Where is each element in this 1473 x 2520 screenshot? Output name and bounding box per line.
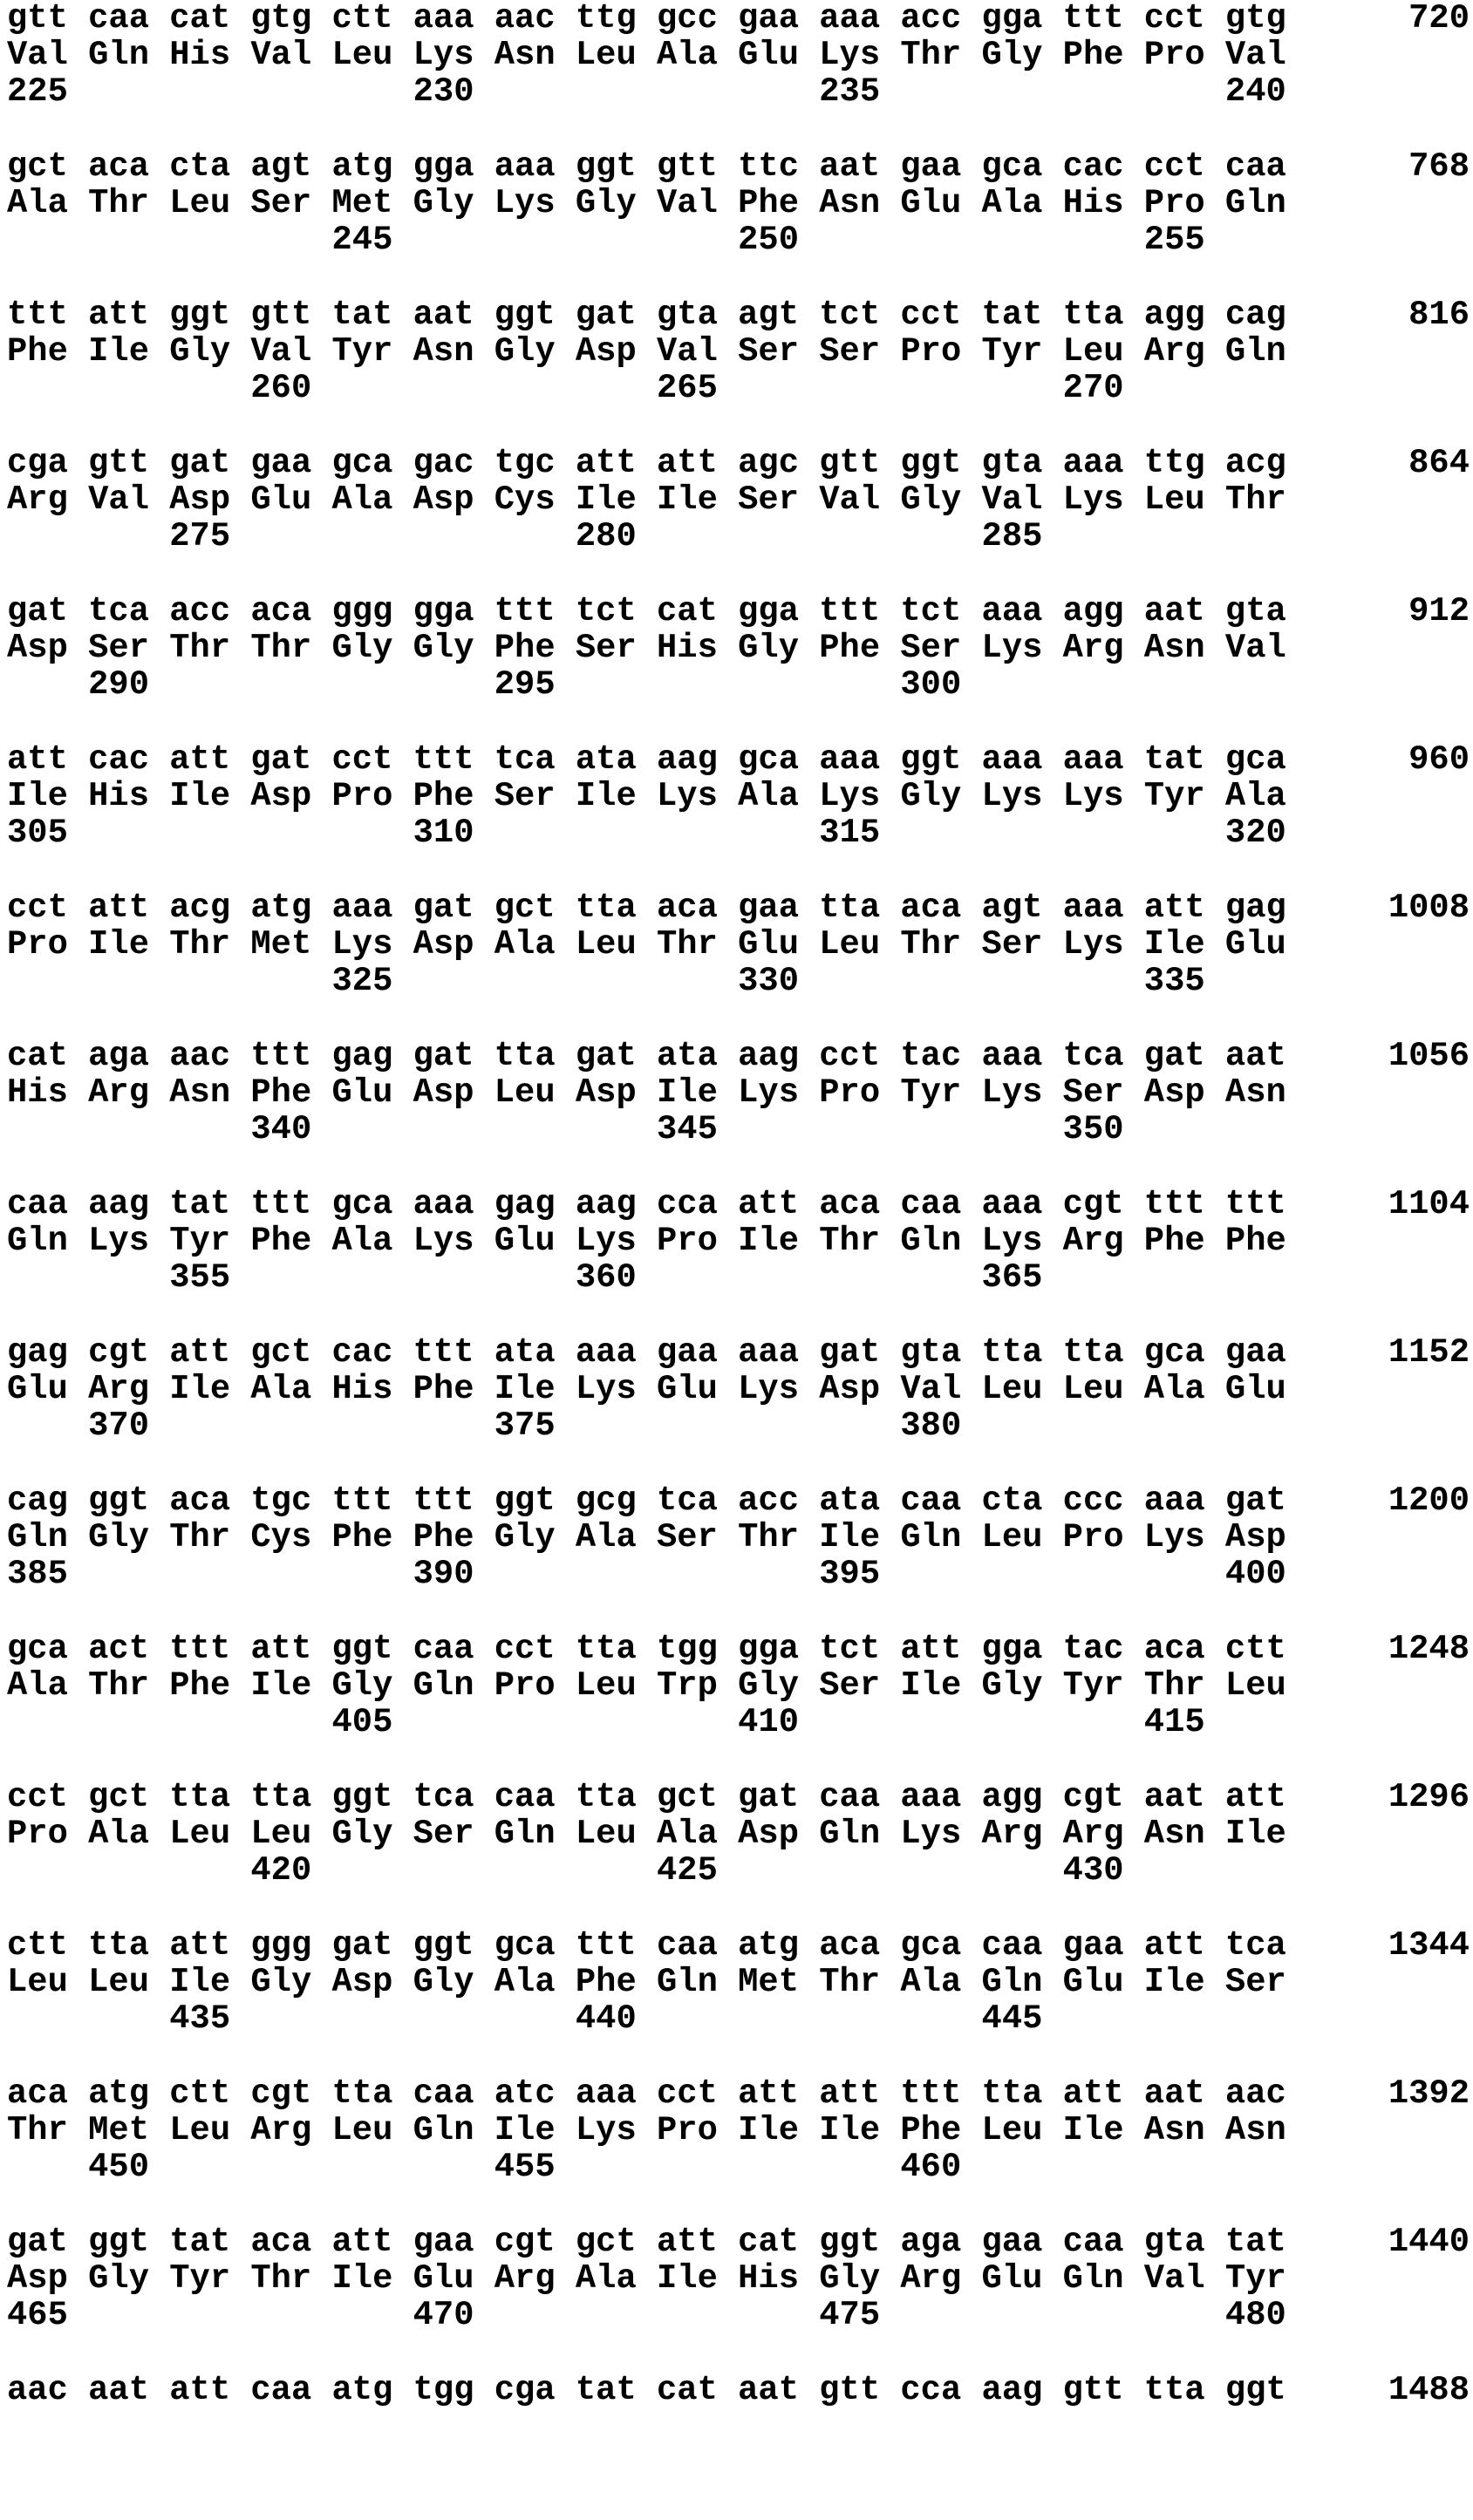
nucleotide-position: 960 — [1408, 741, 1470, 778]
sequence-block: gag cgt att gct cac ttt ata aaa gaa aaa … — [7, 1334, 1470, 1482]
nucleotide-position: 864 — [1408, 445, 1470, 481]
sequence-block: cct att acg atg aaa gat gct tta aca gaa … — [7, 889, 1470, 1038]
amino-acid-line: Gln Lys Tyr Phe Ala Lys Glu Lys Pro Ile … — [7, 1223, 1470, 1259]
amino-acid-numbering: 370 375 380 — [7, 1407, 1470, 1444]
amino-acid-line: Thr Met Leu Arg Leu Gln Ile Lys Pro Ile … — [7, 2112, 1470, 2149]
nucleotide-position: 1248 — [1388, 1631, 1470, 1667]
amino-acid-line: Glu Arg Ile Ala His Phe Ile Lys Glu Lys … — [7, 1371, 1470, 1407]
nucleotide-position: 1344 — [1388, 1927, 1470, 1964]
amino-acid-numbering: 340 345 350 — [7, 1111, 1470, 1148]
sequence-block: cag ggt aca tgc ttt ttt ggt gcg tca acc … — [7, 1482, 1470, 1631]
nucleotide-position: 1296 — [1388, 1779, 1470, 1815]
amino-acid-numbering: 290 295 300 — [7, 666, 1470, 703]
nucleotide-position: 1104 — [1388, 1186, 1470, 1223]
dna-codon-line: gca act ttt att ggt caa cct tta tgg gga … — [7, 1631, 1470, 1667]
sequence-block: gat tca acc aca ggg gga ttt tct cat gga … — [7, 593, 1470, 741]
amino-acid-line: Val Gln His Val Leu Lys Asn Leu Ala Glu … — [7, 37, 1470, 73]
dna-codon-line: cat aga aac ttt gag gat tta gat ata aag … — [7, 1038, 1470, 1074]
nucleotide-position: 816 — [1408, 296, 1470, 333]
amino-acid-numbering: 355 360 365 — [7, 1259, 1470, 1296]
dna-codon-line: cga gtt gat gaa gca gac tgc att att agc … — [7, 445, 1470, 481]
amino-acid-line: Leu Leu Ile Gly Asp Gly Ala Phe Gln Met … — [7, 1964, 1470, 2000]
nucleotide-position: 1152 — [1388, 1334, 1470, 1371]
dna-codon-line: gag cgt att gct cac ttt ata aaa gaa aaa … — [7, 1334, 1470, 1371]
dna-codon-line: gat ggt tat aca att gaa cgt gct att cat … — [7, 2224, 1470, 2260]
nucleotide-position: 912 — [1408, 593, 1470, 630]
dna-codon-line: cct att acg atg aaa gat gct tta aca gaa … — [7, 889, 1470, 926]
sequence-block: aca atg ctt cgt tta caa atc aaa cct att … — [7, 2075, 1470, 2224]
sequence-listing: gtt caa cat gtg ctt aaa aac ttg gcc gaa … — [7, 0, 1470, 2520]
dna-codon-line: aca atg ctt cgt tta caa atc aaa cct att … — [7, 2075, 1470, 2112]
amino-acid-numbering: 325 330 335 — [7, 963, 1470, 999]
dna-codon-line: ttt att ggt gtt tat aat ggt gat gta agt … — [7, 296, 1470, 333]
amino-acid-line: Pro Ala Leu Leu Gly Ser Gln Leu Ala Asp … — [7, 1815, 1470, 1852]
sequence-block: ctt tta att ggg gat ggt gca ttt caa atg … — [7, 1927, 1470, 2075]
dna-codon-line: gat tca acc aca ggg gga ttt tct cat gga … — [7, 593, 1470, 630]
amino-acid-numbering: 260 265 270 — [7, 370, 1470, 406]
amino-acid-numbering: 385 390 395 400 — [7, 1556, 1470, 1592]
amino-acid-line: Arg Val Asp Glu Ala Asp Cys Ile Ile Ser … — [7, 481, 1470, 518]
amino-acid-numbering: 405 410 415 — [7, 1704, 1470, 1740]
nucleotide-position: 768 — [1408, 148, 1470, 185]
nucleotide-position: 1008 — [1388, 889, 1470, 926]
amino-acid-line: Ala Thr Leu Ser Met Gly Lys Gly Val Phe … — [7, 185, 1470, 221]
sequence-block: aac aat att caa atg tgg cga tat cat aat … — [7, 2372, 1470, 2520]
amino-acid-numbering: 450 455 460 — [7, 2149, 1470, 2185]
amino-acid-line: Phe Ile Gly Val Tyr Asn Gly Asp Val Ser … — [7, 333, 1470, 370]
nucleotide-position: 1440 — [1388, 2224, 1470, 2260]
nucleotide-position: 1200 — [1388, 1482, 1470, 1519]
sequence-block: gat ggt tat aca att gaa cgt gct att cat … — [7, 2224, 1470, 2372]
sequence-block: cct gct tta tta ggt tca caa tta gct gat … — [7, 1779, 1470, 1927]
amino-acid-numbering: 435 440 445 — [7, 2000, 1470, 2037]
sequence-block: gca act ttt att ggt caa cct tta tgg gga … — [7, 1631, 1470, 1779]
sequence-block: caa aag tat ttt gca aaa gag aag cca att … — [7, 1186, 1470, 1334]
amino-acid-line: His Arg Asn Phe Glu Asp Leu Asp Ile Lys … — [7, 1074, 1470, 1111]
dna-codon-line: caa aag tat ttt gca aaa gag aag cca att … — [7, 1186, 1470, 1223]
sequence-block: gct aca cta agt atg gga aaa ggt gtt ttc … — [7, 148, 1470, 296]
sequence-block: ttt att ggt gtt tat aat ggt gat gta agt … — [7, 296, 1470, 445]
amino-acid-numbering: 225 230 235 240 — [7, 73, 1470, 110]
amino-acid-line: Asp Ser Thr Thr Gly Gly Phe Ser His Gly … — [7, 630, 1470, 666]
nucleotide-position: 1392 — [1388, 2075, 1470, 2112]
amino-acid-line: Pro Ile Thr Met Lys Asp Ala Leu Thr Glu … — [7, 926, 1470, 963]
sequence-block: cat aga aac ttt gag gat tta gat ata aag … — [7, 1038, 1470, 1186]
sequence-block: cga gtt gat gaa gca gac tgc att att agc … — [7, 445, 1470, 593]
dna-codon-line: gct aca cta agt atg gga aaa ggt gtt ttc … — [7, 148, 1470, 185]
dna-codon-line: cag ggt aca tgc ttt ttt ggt gcg tca acc … — [7, 1482, 1470, 1519]
dna-codon-line: att cac att gat cct ttt tca ata aag gca … — [7, 741, 1470, 778]
dna-codon-line: ctt tta att ggg gat ggt gca ttt caa atg … — [7, 1927, 1470, 1964]
dna-codon-line: aac aat att caa atg tgg cga tat cat aat … — [7, 2372, 1470, 2408]
amino-acid-numbering: 275 280 285 — [7, 518, 1470, 555]
nucleotide-position: 1056 — [1388, 1038, 1470, 1074]
sequence-block: gtt caa cat gtg ctt aaa aac ttg gcc gaa … — [7, 0, 1470, 148]
sequence-block: att cac att gat cct ttt tca ata aag gca … — [7, 741, 1470, 889]
nucleotide-position: 720 — [1408, 0, 1470, 37]
amino-acid-numbering: 465 470 475 480 — [7, 2297, 1470, 2333]
amino-acid-line: Ile His Ile Asp Pro Phe Ser Ile Lys Ala … — [7, 778, 1470, 814]
amino-acid-line: Ala Thr Phe Ile Gly Gln Pro Leu Trp Gly … — [7, 1667, 1470, 1704]
amino-acid-numbering: 305 310 315 320 — [7, 814, 1470, 851]
nucleotide-position: 1488 — [1388, 2372, 1470, 2408]
amino-acid-line: Asp Gly Tyr Thr Ile Glu Arg Ala Ile His … — [7, 2260, 1470, 2297]
amino-acid-numbering: 245 250 255 — [7, 221, 1470, 258]
dna-codon-line: cct gct tta tta ggt tca caa tta gct gat … — [7, 1779, 1470, 1815]
amino-acid-line: Gln Gly Thr Cys Phe Phe Gly Ala Ser Thr … — [7, 1519, 1470, 1556]
dna-codon-line: gtt caa cat gtg ctt aaa aac ttg gcc gaa … — [7, 0, 1470, 37]
amino-acid-numbering: 420 425 430 — [7, 1852, 1470, 1889]
